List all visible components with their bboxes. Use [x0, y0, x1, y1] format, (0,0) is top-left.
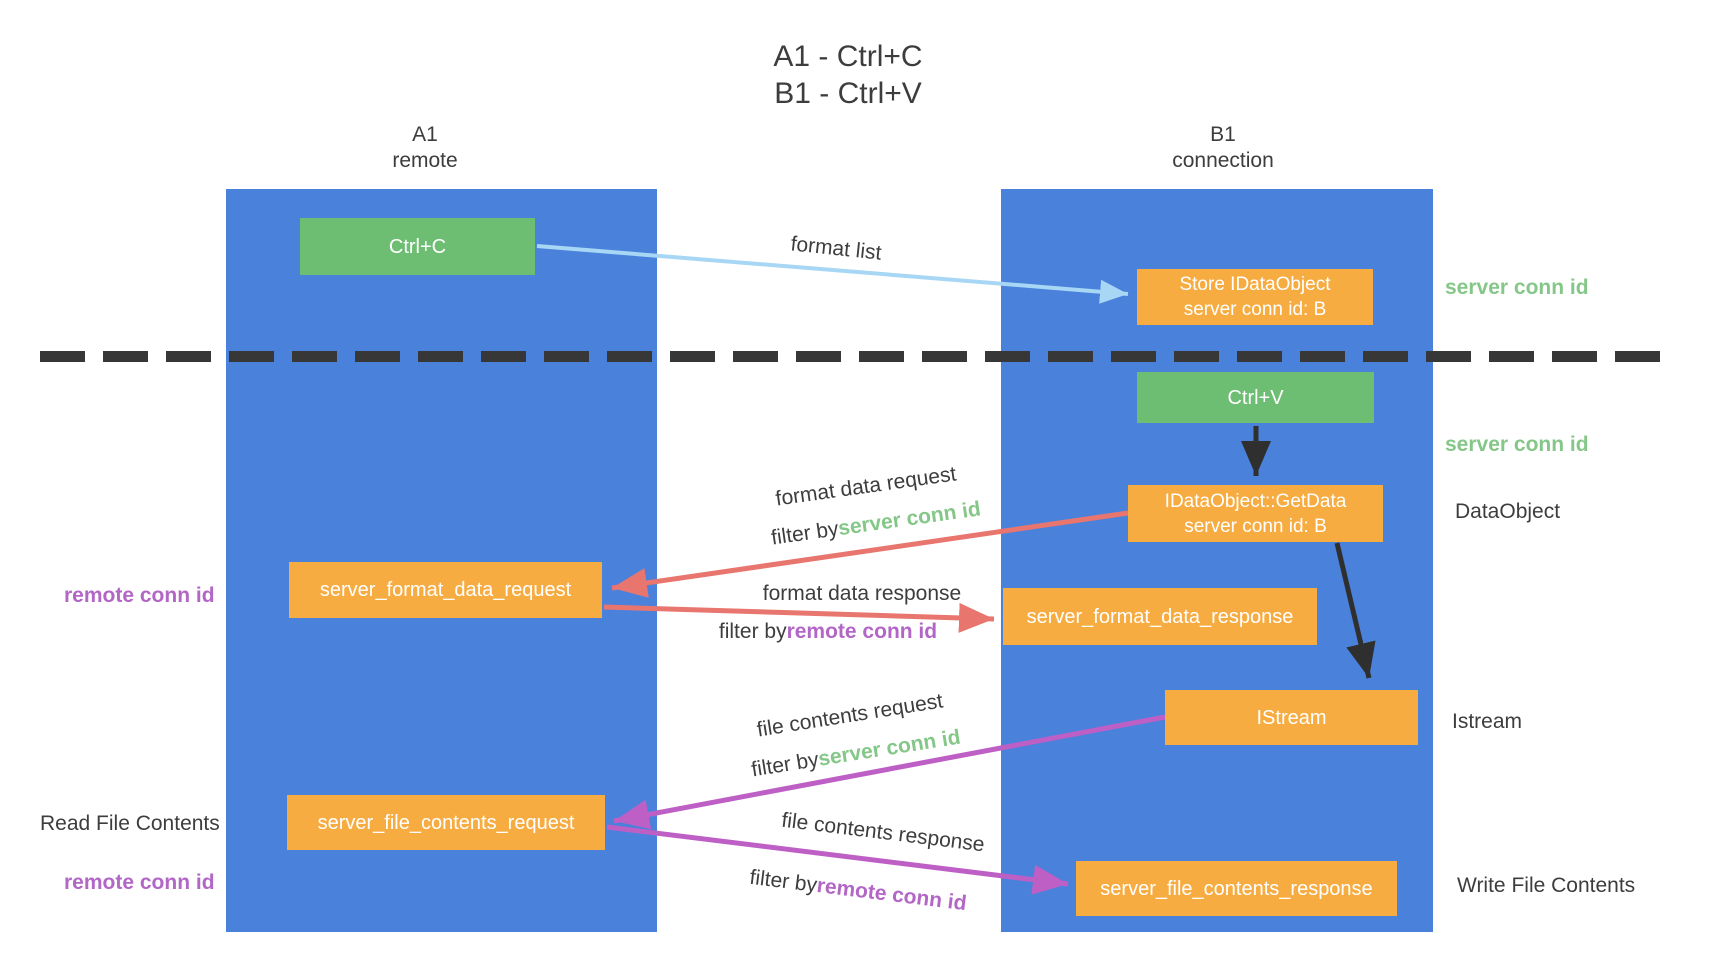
node-server-file-contents-request: server_file_contents_request [287, 795, 605, 850]
filter-by-text: filter by [748, 865, 819, 897]
node-istream: IStream [1165, 690, 1418, 745]
node-server-format-data-response: server_format_data_response [1003, 588, 1317, 645]
arrow-format-data-response [603, 602, 995, 633]
label-filter-by-remote-conn-id-1: filter byremote conn id [719, 620, 937, 644]
label-format-list: format list [789, 232, 883, 265]
column-b1-name: B1 [1210, 123, 1236, 146]
node-store-idataobject-line2: server conn id: B [1183, 299, 1327, 320]
right-label-server-conn-id-1: server conn id [1445, 276, 1589, 299]
column-a1-name: A1 [412, 123, 438, 146]
diagram-title: A1 - Ctrl+C B1 - Ctrl+V [773, 38, 922, 112]
title-line-1: A1 - Ctrl+C [773, 40, 923, 73]
left-label-remote-conn-id-2: remote conn id [64, 871, 215, 894]
remote-conn-id-text: remote conn id [786, 620, 938, 643]
node-store-idataobject: Store IDataObject server conn id: B [1137, 269, 1373, 325]
node-idataobject-getdata-line2: server conn id: B [1184, 515, 1327, 537]
node-server-file-contents-response: server_file_contents_response [1076, 861, 1397, 916]
left-label-remote-conn-id-1: remote conn id [64, 584, 215, 607]
right-label-istream: Istream [1452, 710, 1523, 733]
node-ctrl-v: Ctrl+V [1137, 372, 1374, 423]
node-server-format-data-request-label: server_format_data_request [319, 579, 572, 601]
node-ctrl-v-label: Ctrl+V [1227, 386, 1284, 409]
node-ctrl-c: Ctrl+C [300, 218, 535, 275]
node-store-idataobject-line1: Store IDataObject [1179, 274, 1331, 295]
column-header-a1: A1 remote [392, 122, 457, 174]
server-conn-id-text: server conn id [816, 725, 963, 771]
node-server-file-contents-request-label: server_file_contents_request [317, 811, 575, 834]
title-line-2: B1 - Ctrl+V [774, 77, 922, 110]
filter-by-text: filter by [769, 517, 840, 550]
right-label-server-conn-id-2: server conn id [1445, 433, 1589, 456]
node-server-file-contents-response-label: server_file_contents_response [1100, 877, 1373, 900]
right-label-dataobject: DataObject [1455, 500, 1561, 523]
node-server-format-data-response-label: server_format_data_response [1026, 605, 1294, 628]
label-filter-by-remote-conn-id-2: filter byremote conn id [748, 865, 968, 916]
node-idataobject-getdata: IDataObject::GetData server conn id: B [1128, 485, 1383, 542]
node-server-format-data-request: server_format_data_request [289, 562, 602, 618]
filter-by-text: filter by [718, 620, 787, 643]
server-conn-id-text: server conn id [836, 497, 983, 541]
remote-conn-id-text: remote conn id [815, 874, 968, 916]
node-idataobject-getdata-line1: IDataObject::GetData [1164, 490, 1347, 512]
node-istream-label: IStream [1256, 706, 1327, 729]
label-file-contents-response: file contents response [780, 808, 986, 857]
phase-divider-dashed-line [40, 351, 1674, 362]
left-label-read-file-contents: Read File Contents [40, 812, 220, 835]
label-format-data-response: format data response [762, 582, 962, 605]
filter-by-text: filter by [749, 748, 821, 782]
column-b1-subtitle: connection [1172, 149, 1274, 172]
node-ctrl-c-label: Ctrl+C [388, 235, 447, 258]
column-header-b1: B1 connection [1172, 122, 1274, 174]
column-a1-subtitle: remote [392, 149, 458, 172]
right-label-write-file-contents: Write File Contents [1457, 874, 1636, 897]
